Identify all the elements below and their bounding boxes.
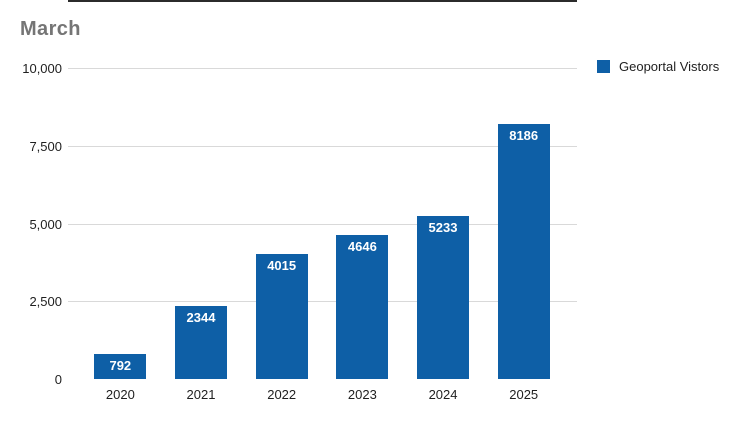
bar: 5233 <box>417 216 470 379</box>
gridline <box>68 224 577 225</box>
bar-slot: 792 <box>80 68 161 379</box>
bar-slot: 2344 <box>161 68 242 379</box>
x-axis: 2020 2021 2022 2023 2024 2025 <box>80 387 564 403</box>
bar-value-label: 4646 <box>347 239 377 254</box>
gridline <box>68 146 577 147</box>
y-axis-tick-label: 0 <box>54 372 62 387</box>
bar: 4646 <box>336 235 389 379</box>
legend: Geoportal Vistors <box>597 59 719 74</box>
bar-slot: 4646 <box>322 68 403 379</box>
bar-value-label: 792 <box>109 358 132 373</box>
y-axis-tick-label: 5,000 <box>29 217 62 232</box>
x-axis-tick-label: 2024 <box>428 387 458 402</box>
bar: 792 <box>94 354 147 379</box>
x-axis-tick-label: 2025 <box>509 387 539 402</box>
legend-label: Geoportal Vistors <box>619 59 720 74</box>
y-axis-tick-label: 7,500 <box>29 139 62 154</box>
chart-title: March <box>20 18 81 40</box>
bar-value-label: 8186 <box>509 128 539 143</box>
gridline <box>68 301 577 302</box>
x-axis-line <box>68 0 577 2</box>
bar-slot: 8186 <box>483 68 564 379</box>
x-axis-tick-label: 2023 <box>347 387 377 402</box>
x-axis-tick-label: 2020 <box>105 387 135 402</box>
bar-series: 792 2344 4015 4646 5233 8186 <box>80 68 564 379</box>
bar-value-label: 4015 <box>267 258 297 273</box>
y-axis-tick-label: 10,000 <box>22 61 62 76</box>
bar-slot: 5233 <box>403 68 484 379</box>
gridline <box>68 68 577 69</box>
bar: 2344 <box>175 306 227 379</box>
y-axis-tick-label: 2,500 <box>29 294 62 309</box>
x-axis-tick-label: 2022 <box>267 387 297 402</box>
bar: 4015 <box>255 254 308 379</box>
bar-value-label: 5233 <box>428 220 458 235</box>
x-axis-tick-label: 2021 <box>186 387 216 402</box>
bar-slot: 4015 <box>241 68 322 379</box>
bar-value-label: 2344 <box>186 310 216 325</box>
legend-swatch-icon <box>597 60 610 73</box>
bar: 8186 <box>497 124 550 379</box>
